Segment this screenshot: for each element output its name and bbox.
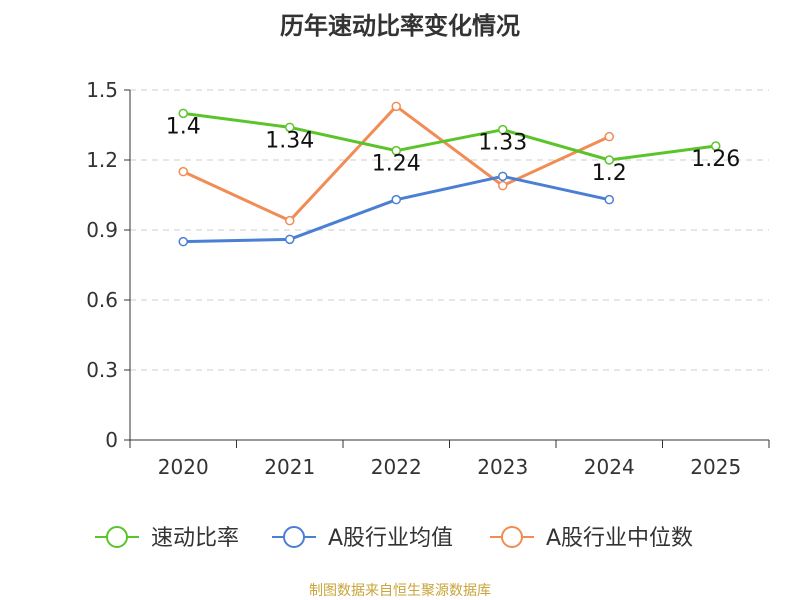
data-point-2 bbox=[178, 166, 188, 177]
data-point-0 bbox=[604, 155, 614, 165]
data-point-1 bbox=[178, 236, 188, 247]
chart-title: 历年速动比率变化情况 bbox=[280, 12, 520, 40]
x-tick-label: 2025 bbox=[690, 455, 741, 479]
data-point-0 bbox=[391, 145, 401, 156]
x-tick-label: 2022 bbox=[371, 455, 422, 479]
data-label: 1.2 bbox=[592, 161, 627, 186]
data-point-0 bbox=[498, 124, 508, 135]
data-point-2 bbox=[285, 215, 295, 226]
x-tick-label: 2024 bbox=[584, 455, 635, 479]
data-point-2 bbox=[604, 131, 614, 142]
data-point-2 bbox=[391, 101, 401, 112]
legend-marker-1 bbox=[283, 526, 305, 548]
data-point-1 bbox=[604, 194, 614, 205]
data-label: 1.34 bbox=[265, 128, 314, 153]
y-tick-label: 0.6 bbox=[86, 288, 118, 312]
data-label: 1.26 bbox=[691, 147, 740, 172]
legend-label-1: A股行业均值 bbox=[328, 526, 453, 551]
data-label: 1.33 bbox=[478, 131, 527, 156]
legend-label-0: 速动比率 bbox=[151, 526, 239, 551]
series-line-0 bbox=[183, 111, 716, 162]
series-line-1 bbox=[183, 174, 610, 244]
legend-marker-0 bbox=[106, 526, 128, 548]
data-point-1 bbox=[391, 194, 401, 205]
x-tick-label: 2020 bbox=[158, 455, 209, 479]
y-tick-label: 0 bbox=[105, 428, 118, 452]
data-point-0 bbox=[178, 108, 188, 119]
y-tick-label: 1.5 bbox=[86, 78, 118, 102]
x-tick-label: 2023 bbox=[477, 455, 528, 479]
data-point-1 bbox=[285, 234, 295, 245]
data-point-0 bbox=[711, 141, 721, 151]
data-label: 1.4 bbox=[166, 114, 201, 139]
y-tick-label: 0.3 bbox=[86, 358, 118, 382]
y-tick-label: 1.2 bbox=[86, 148, 118, 172]
y-tick-label: 0.9 bbox=[86, 218, 118, 242]
data-point-1 bbox=[498, 171, 508, 182]
legend-marker-2 bbox=[501, 526, 523, 548]
legend-label-2: A股行业中位数 bbox=[546, 526, 693, 551]
data-point-0 bbox=[285, 122, 295, 133]
data-point-2 bbox=[498, 180, 508, 191]
data-label: 1.24 bbox=[372, 152, 421, 177]
x-tick-label: 2021 bbox=[264, 455, 315, 479]
source-note: 制图数据来自恒生聚源数据库 bbox=[309, 583, 491, 599]
